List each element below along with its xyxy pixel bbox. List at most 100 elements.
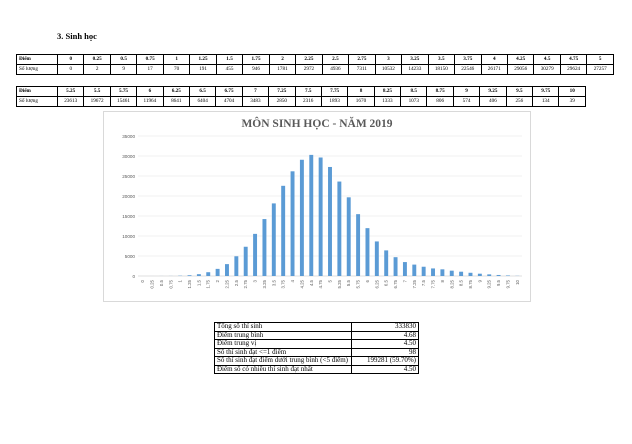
count-cell: 6404 [188, 96, 217, 107]
count-cell: 8641 [162, 96, 190, 107]
score-cell: 8.75 [426, 86, 454, 97]
x-tick-label: 6.75 [393, 279, 398, 288]
score-cell: 2 [268, 54, 297, 65]
stats-row: Tổng số thí sinh 333830 [214, 322, 419, 332]
count-cell: 256 [505, 96, 534, 107]
score-cell: 4 [480, 54, 508, 65]
score-cell: 8.5 [400, 86, 428, 97]
stats-value: 199281 (59.70%) [351, 356, 419, 366]
score-cell: 8 [347, 86, 375, 97]
bar [487, 274, 492, 276]
chart-title: MÔN SINH HỌC - NĂM 2019 [241, 118, 393, 130]
x-tick-label: 3.75 [281, 279, 286, 288]
x-tick-label: 3 [253, 279, 258, 282]
x-tick-label: 1.75 [206, 279, 211, 288]
y-tick-label: 20000 [122, 194, 135, 199]
score-cell: 6.25 [162, 86, 190, 97]
x-tick-label: 2.5 [234, 279, 239, 286]
count-cell: 19672 [83, 96, 111, 107]
bar [421, 266, 426, 276]
score-cell: 3.25 [401, 54, 429, 65]
y-tick-label: 15000 [122, 214, 135, 219]
count-cell: 9 [109, 64, 138, 75]
score-cell: 0.75 [136, 54, 164, 65]
x-tick-label: 5.5 [346, 279, 351, 286]
score-cell: 2.75 [348, 54, 376, 65]
y-tick-label: 35000 [122, 134, 135, 139]
score-cell: 1.5 [215, 54, 244, 65]
x-tick-label: 6 [365, 279, 370, 282]
score-cell: 5.75 [109, 86, 138, 97]
bar [206, 272, 211, 276]
y-tick-label: 10000 [122, 234, 135, 239]
score-cell: 7.5 [294, 86, 322, 97]
x-tick-label: 0 [140, 279, 145, 282]
score-table-part1: Điểm 0 0.25 0.5 0.75 1 1.25 1.5 1.75 2 2.25 2.5 2.75… [16, 54, 614, 75]
x-tick-label: 9 [477, 279, 482, 282]
row-label-score: Điểm [16, 86, 58, 97]
stats-row: Điểm trung vị 4.50 [214, 339, 419, 349]
score-cell: 10 [558, 86, 586, 97]
x-tick-label: 3.5 [271, 279, 276, 286]
score-cell: 9.75 [532, 86, 560, 97]
count-cell: 29624 [559, 64, 588, 75]
score-table-part2: Điểm 5.25 5.5 5.75 6 6.25 6.5 6.75 7 7.25 7.5 7.75 8… [16, 86, 586, 107]
stats-value: 4.50 [351, 364, 419, 374]
x-tick-label: 2 [215, 279, 220, 282]
score-cell: 1 [162, 54, 191, 65]
x-tick-label: 3.25 [262, 279, 267, 288]
x-tick-label: 6.5 [384, 279, 389, 286]
chart-plot-area: 0 5000 10000 15000 20000 25000 30000 35000 0 0.25… [122, 134, 522, 289]
bar [412, 264, 417, 276]
x-tick-label: 4.75 [318, 279, 323, 288]
count-cell: 29056 [506, 64, 535, 75]
x-tick-label: 2.75 [243, 279, 248, 288]
x-tick-label: 7 [402, 279, 407, 282]
x-tick-label: 7.25 [412, 279, 417, 288]
bar [309, 154, 314, 276]
count-cell: 15461 [109, 96, 138, 107]
score-cell: 8.25 [373, 86, 402, 97]
score-cell: 3.75 [454, 54, 482, 65]
score-cell: 9.25 [479, 86, 507, 97]
score-cell: 2.5 [321, 54, 350, 65]
count-cell: 2 [83, 64, 111, 75]
score-cell: 4.25 [506, 54, 535, 65]
x-tick-label: 7.75 [431, 279, 436, 288]
count-cell: 946 [242, 64, 270, 75]
y-tick-label: 5000 [125, 254, 136, 259]
score-cell: 5 [586, 54, 614, 65]
count-cell: 4936 [321, 64, 350, 75]
y-tick-label: 30000 [122, 154, 135, 159]
count-cell: 134 [532, 96, 560, 107]
score-cell: 0.5 [109, 54, 138, 65]
x-tick-label: 1.5 [196, 279, 201, 286]
bar [468, 272, 473, 276]
bar [290, 171, 295, 276]
count-cell: 4704 [215, 96, 243, 107]
bar [337, 181, 342, 276]
count-cell: 26171 [480, 64, 508, 75]
bar [477, 273, 482, 276]
score-cell: 5.5 [83, 86, 111, 97]
count-cell: 1670 [347, 96, 375, 107]
stats-value: 4.50 [351, 339, 419, 349]
bar [374, 241, 379, 276]
x-tick-label: 0.5 [159, 279, 164, 286]
score-cell: 1.75 [242, 54, 270, 65]
x-tick-label: 1 [178, 279, 183, 282]
score-cell: 6 [136, 86, 164, 97]
y-tick-label: 0 [132, 274, 135, 279]
x-tick-label: 10 [515, 279, 520, 284]
count-cell: 3483 [241, 96, 270, 107]
row-label-score: Điểm [16, 54, 58, 65]
row-label-count: Số lượng [16, 64, 58, 75]
count-cell: 1073 [400, 96, 428, 107]
bar [271, 203, 276, 276]
count-cell: 455 [215, 64, 244, 75]
count-cell: 2850 [268, 96, 296, 107]
count-cell: 191 [189, 64, 217, 75]
stats-row: Số thí sinh đạt điểm dưới trung bình (<5… [214, 356, 419, 366]
score-cell: 0.25 [83, 54, 111, 65]
count-cell: 806 [426, 96, 454, 107]
